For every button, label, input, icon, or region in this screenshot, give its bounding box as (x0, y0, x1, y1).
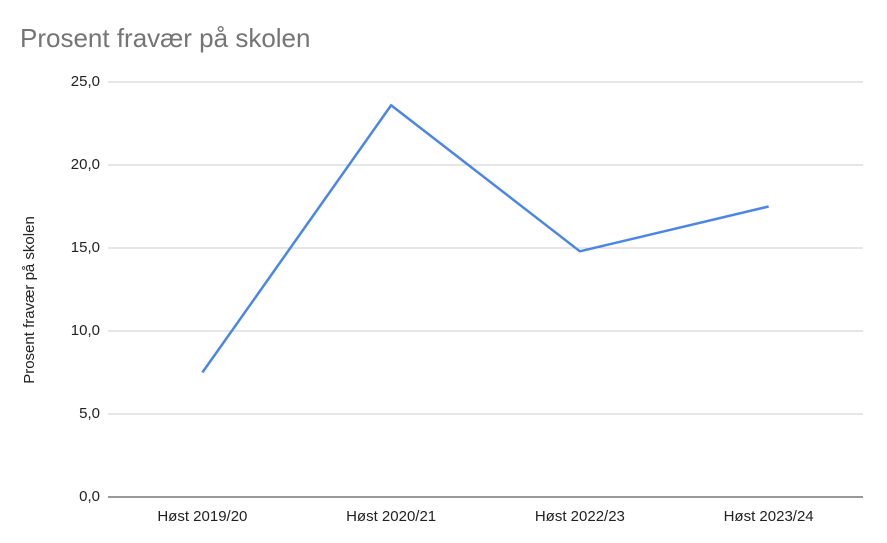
x-tick-label: Høst 2020/21 (346, 508, 436, 525)
y-tick-label: 10,0 (71, 322, 100, 339)
x-tick-label: Høst 2019/20 (157, 508, 247, 525)
y-tick-label: 20,0 (71, 156, 100, 173)
data-line (201, 103, 769, 374)
y-axis-label: Prosent fravær på skolen (21, 216, 38, 384)
x-tick-label: Høst 2022/23 (535, 508, 625, 525)
y-tick-label: 15,0 (71, 239, 100, 256)
y-tick-label: 0,0 (79, 488, 100, 505)
chart-title: Prosent fravær på skolen (20, 23, 310, 53)
y-tick-label: 25,0 (71, 73, 100, 90)
y-tick-label: 5,0 (79, 405, 100, 422)
x-tick-label: Høst 2023/24 (724, 508, 814, 525)
